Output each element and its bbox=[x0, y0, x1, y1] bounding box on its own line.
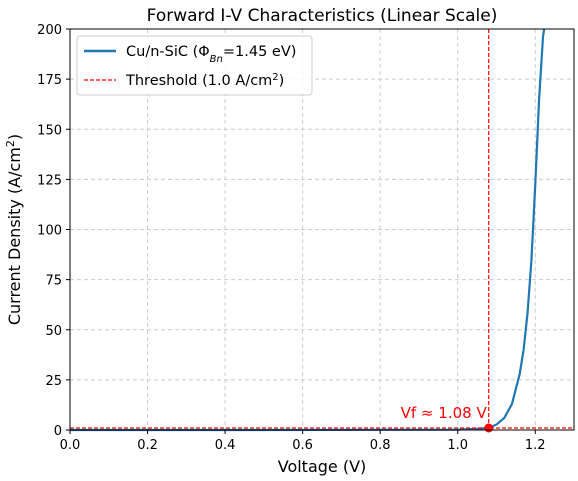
x-tick-label-0: 0.0 bbox=[60, 438, 81, 453]
x-axis-label: Voltage (V) bbox=[278, 457, 367, 476]
y-axis-label-end: ) bbox=[5, 134, 24, 140]
x-tick-label-1: 0.2 bbox=[137, 438, 158, 453]
ticks: 0.0 0.2 0.4 0.6 0.8 1.0 1.2 0 25 50 75 100 125 150 175… bbox=[37, 23, 545, 453]
y-tick-label-8: 200 bbox=[37, 23, 62, 38]
y-tick-label-2: 50 bbox=[45, 324, 62, 339]
data-layer bbox=[70, 28, 574, 433]
series-line-iv-curve bbox=[70, 28, 546, 432]
legend-label-iv-main: Cu/n-SiC (Φ bbox=[126, 44, 210, 60]
y-tick-label-7: 175 bbox=[37, 73, 62, 88]
y-tick-label-6: 150 bbox=[37, 123, 62, 138]
legend-label-iv-end: =1.45 eV) bbox=[223, 44, 297, 60]
vf-marker bbox=[484, 423, 494, 433]
legend-label-threshold-sup: 2 bbox=[272, 72, 278, 83]
legend-label-threshold: Threshold (1.0 A/cm2) bbox=[125, 72, 284, 90]
legend-label-iv-sub: Bn bbox=[210, 54, 223, 65]
legend-box bbox=[76, 35, 313, 96]
legend: Cu/n-SiC (ΦBn=1.45 eV) Threshold (1.0 A/… bbox=[76, 35, 313, 96]
y-tick-label-3: 75 bbox=[45, 274, 62, 289]
vf-annotation: Vf ≈ 1.08 V bbox=[401, 404, 488, 422]
legend-label-threshold-end: ) bbox=[279, 73, 285, 89]
y-tick-label-5: 125 bbox=[37, 173, 62, 188]
legend-label-threshold-main: Threshold (1.0 A/cm bbox=[125, 73, 272, 89]
x-tick-label-5: 1.0 bbox=[447, 438, 468, 453]
x-tick-label-6: 1.2 bbox=[525, 438, 546, 453]
x-tick-label-2: 0.4 bbox=[215, 438, 236, 453]
x-tick-label-4: 0.8 bbox=[370, 438, 391, 453]
chart-title: Forward I-V Characteristics (Linear Scal… bbox=[147, 6, 498, 26]
y-axis-label: Current Density (A/cm2) bbox=[4, 134, 25, 325]
x-tick-label-3: 0.6 bbox=[292, 438, 313, 453]
y-tick-label-0: 0 bbox=[54, 424, 62, 439]
y-axis-label-sup: 2 bbox=[4, 140, 17, 147]
y-tick-label-1: 25 bbox=[45, 374, 62, 389]
y-axis-label-main: Current Density (A/cm bbox=[5, 147, 24, 325]
y-tick-label-4: 100 bbox=[37, 224, 62, 239]
legend-label-iv-curve: Cu/n-SiC (ΦBn=1.45 eV) bbox=[126, 44, 296, 65]
